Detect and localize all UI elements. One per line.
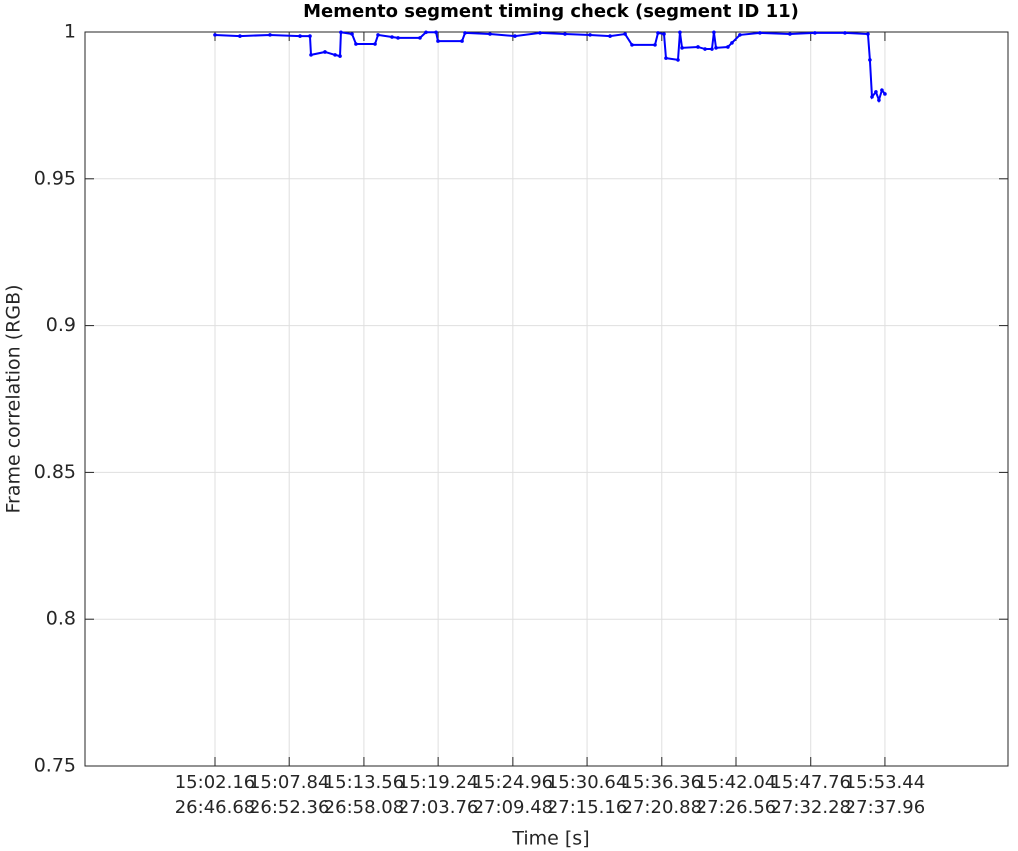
data-point [703, 47, 707, 51]
data-point [538, 31, 542, 35]
data-point [630, 43, 634, 47]
data-point [333, 53, 337, 57]
data-point [238, 34, 242, 38]
data-point [309, 53, 313, 57]
data-point [460, 39, 464, 43]
data-point [488, 32, 492, 36]
y-axis-label: Frame correlation (RGB) [3, 284, 25, 513]
data-point [712, 30, 716, 35]
x-tick-label: 15:47.76 27:32.28 [770, 772, 851, 818]
x-tick-label: 15:36.36 27:20.88 [621, 772, 703, 818]
data-point [843, 31, 847, 35]
data-point [376, 33, 380, 37]
chart-title: Memento segment timing check (segment ID… [303, 1, 799, 22]
data-point [656, 31, 660, 35]
data-point [623, 32, 627, 36]
data-point [563, 32, 567, 36]
data-point [338, 54, 342, 58]
data-point [880, 88, 884, 92]
data-point [418, 36, 422, 40]
y-tick-label: 0.85 [34, 461, 76, 483]
data-point [436, 39, 440, 43]
x-tick-label: 15:07.84 26:52.36 [248, 772, 330, 818]
data-point [868, 58, 872, 62]
data-point [513, 34, 517, 38]
data-point [758, 31, 762, 35]
y-tick-label: 0.9 [46, 314, 76, 336]
data-point [323, 50, 327, 54]
data-point [354, 42, 358, 46]
data-point [813, 31, 817, 35]
x-tick-label: 15:53.44 27:37.96 [844, 772, 926, 818]
x-tick-label: 15:02.16 26:46.68 [174, 772, 256, 818]
data-point [883, 92, 887, 96]
data-point [788, 32, 792, 36]
data-point [726, 45, 730, 49]
data-point [738, 33, 742, 37]
data-point [268, 33, 272, 37]
data-point [390, 35, 394, 39]
data-point [308, 34, 312, 38]
x-tick-label: 15:13.56 26:58.08 [323, 772, 405, 818]
plot-area [85, 32, 1008, 766]
x-tick-label: 15:19.24 27:03.76 [397, 772, 479, 818]
data-point [662, 32, 666, 36]
data-point [710, 47, 714, 51]
x-tick-label: 15:42.04 27:26.56 [695, 772, 777, 818]
y-tick-label: 0.8 [46, 608, 76, 630]
data-point [298, 34, 302, 38]
x-axis-label: Time [s] [511, 828, 589, 850]
y-tick-label: 0.95 [34, 167, 76, 189]
data-point [696, 45, 700, 49]
data-point [213, 33, 217, 37]
y-tick-label: 0.75 [34, 755, 76, 777]
data-point [870, 95, 874, 99]
x-tick-label: 15:30.64 27:15.16 [546, 772, 628, 818]
data-point [676, 58, 680, 62]
data-point [339, 30, 343, 35]
data-point [373, 42, 377, 46]
data-point [608, 34, 612, 38]
data-point [874, 90, 878, 94]
data-point [678, 30, 682, 35]
data-point [664, 56, 668, 60]
data-point [680, 46, 684, 50]
y-tick-label: 1 [64, 21, 76, 43]
data-point [714, 46, 718, 50]
x-tick-label: 15:24.96 27:09.48 [472, 772, 554, 818]
data-point [424, 30, 428, 35]
data-point [463, 31, 467, 35]
data-point [434, 30, 438, 35]
data-point [866, 32, 870, 36]
data-point [877, 98, 881, 102]
data-point [396, 36, 400, 40]
data-point [350, 32, 354, 36]
axes-box [84, 31, 1009, 767]
data-point [653, 43, 657, 47]
data-line [214, 31, 886, 104]
data-point [588, 33, 592, 37]
data-point [730, 41, 734, 45]
